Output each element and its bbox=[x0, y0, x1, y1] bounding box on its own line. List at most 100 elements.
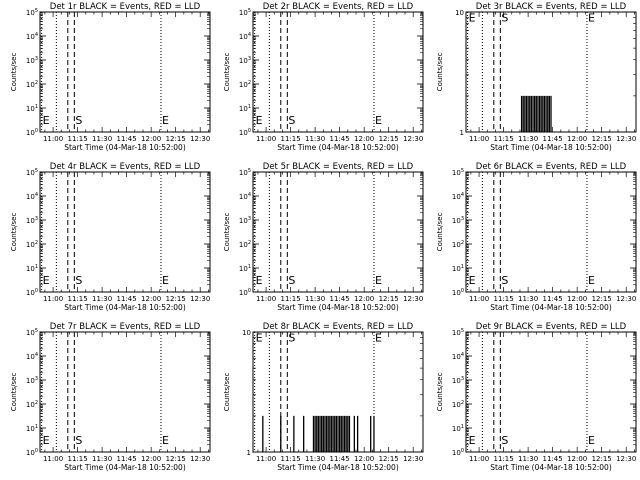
plot-area-frame bbox=[252, 171, 424, 293]
x-tick-label: 11:00 bbox=[469, 455, 489, 463]
x-tick-label: 12:00 bbox=[567, 455, 587, 463]
chart-title: Det 4r BLACK = Events, RED = LLD bbox=[50, 162, 201, 172]
x-axis-label: Start Time (04-Mar-18 10:52:00) bbox=[277, 143, 399, 152]
y-tick-exponent: 1 bbox=[35, 264, 38, 270]
x-tick-label: 11:00 bbox=[43, 295, 63, 303]
x-tick-label: 12:30 bbox=[616, 135, 636, 143]
x-tick-label: 12:00 bbox=[141, 295, 161, 303]
y-tick-label: 101 bbox=[26, 104, 38, 113]
x-tick-label: 12:30 bbox=[403, 135, 423, 143]
y-tick-label: 105 bbox=[26, 8, 38, 17]
y-tick-label: 102 bbox=[26, 400, 38, 409]
x-tick-label: 12:15 bbox=[166, 295, 186, 303]
marker-label: E bbox=[375, 331, 382, 344]
y-tick-exponent: 0 bbox=[248, 288, 251, 294]
y-tick-label: 105 bbox=[26, 168, 38, 177]
x-tick-label: 11:30 bbox=[92, 455, 112, 463]
y-tick-label: 1 bbox=[460, 129, 464, 137]
y-tick-label: 104 bbox=[26, 352, 38, 361]
marker-label: S bbox=[288, 114, 295, 127]
y-tick-label: 101 bbox=[452, 424, 464, 433]
chart-panel-7: Det 7r BLACK = Events, RED = LLD10010110… bbox=[10, 322, 211, 472]
y-tick-exponent: 4 bbox=[461, 352, 464, 358]
marker-label: E bbox=[162, 114, 169, 127]
x-tick-label: 12:30 bbox=[190, 455, 210, 463]
y-tick-exponent: 4 bbox=[248, 192, 251, 198]
x-tick-label: 11:00 bbox=[469, 135, 489, 143]
x-axis-label: Start Time (04-Mar-18 10:52:00) bbox=[64, 463, 186, 472]
marker-label: E bbox=[162, 434, 169, 447]
x-tick-label: 11:30 bbox=[92, 295, 112, 303]
y-axis-label: Counts/sec bbox=[10, 53, 18, 92]
marker-label: E bbox=[588, 434, 595, 447]
y-tick-label: 100 bbox=[452, 448, 464, 457]
y-axis-label: Counts/sec bbox=[223, 213, 231, 252]
y-axis-label: Counts/sec bbox=[10, 373, 18, 412]
x-axis-label: Start Time (04-Mar-18 10:52:00) bbox=[277, 303, 399, 312]
x-tick-label: 11:15 bbox=[68, 455, 88, 463]
x-tick-label: 11:45 bbox=[117, 135, 137, 143]
x-axis-label: Start Time (04-Mar-18 10:52:00) bbox=[490, 463, 612, 472]
x-tick-label: 12:00 bbox=[567, 295, 587, 303]
x-tick-label: 12:15 bbox=[379, 135, 399, 143]
y-tick-exponent: 4 bbox=[461, 192, 464, 198]
marker-label: E bbox=[256, 331, 263, 344]
y-tick-exponent: 0 bbox=[35, 128, 38, 134]
marker-label: S bbox=[75, 434, 82, 447]
y-tick-label: 103 bbox=[26, 216, 38, 225]
y-tick-exponent: 3 bbox=[248, 216, 251, 222]
marker-label: E bbox=[43, 274, 50, 287]
y-tick-label: 102 bbox=[26, 240, 38, 249]
y-tick-label: 1 bbox=[247, 449, 251, 457]
y-tick-exponent: 1 bbox=[248, 264, 251, 270]
marker-label: S bbox=[501, 434, 508, 447]
y-tick-exponent: 0 bbox=[35, 448, 38, 454]
y-tick-exponent: 3 bbox=[35, 376, 38, 382]
marker-label: E bbox=[43, 114, 50, 127]
y-tick-exponent: 0 bbox=[35, 288, 38, 294]
x-tick-label: 11:30 bbox=[305, 135, 325, 143]
y-tick-exponent: 4 bbox=[248, 32, 251, 38]
marker-label: S bbox=[288, 331, 295, 344]
y-tick-exponent: 4 bbox=[35, 352, 38, 358]
y-axis-label: Counts/sec bbox=[223, 53, 231, 92]
y-tick-exponent: 4 bbox=[35, 32, 38, 38]
chart-title: Det 7r BLACK = Events, RED = LLD bbox=[50, 322, 201, 332]
marker-label: E bbox=[375, 114, 382, 127]
plot-area-frame bbox=[465, 171, 637, 293]
y-tick-exponent: 1 bbox=[248, 104, 251, 110]
y-tick-exponent: 2 bbox=[248, 240, 251, 246]
y-tick-label: 100 bbox=[26, 128, 38, 137]
y-tick-label: 105 bbox=[452, 168, 464, 177]
y-tick-label: 101 bbox=[239, 264, 251, 273]
y-tick-exponent: 2 bbox=[35, 400, 38, 406]
y-tick-exponent: 0 bbox=[248, 128, 251, 134]
x-tick-label: 12:30 bbox=[190, 295, 210, 303]
y-tick-label: 101 bbox=[452, 264, 464, 273]
x-tick-label: 11:45 bbox=[330, 135, 350, 143]
x-tick-label: 12:30 bbox=[403, 455, 423, 463]
y-tick-exponent: 5 bbox=[35, 168, 38, 174]
x-tick-label: 11:45 bbox=[543, 295, 563, 303]
chart-title: Det 6r BLACK = Events, RED = LLD bbox=[476, 162, 627, 172]
marker-label: E bbox=[162, 274, 169, 287]
marker-label: E bbox=[43, 434, 50, 447]
y-tick-label: 105 bbox=[239, 168, 251, 177]
x-tick-label: 11:00 bbox=[256, 455, 276, 463]
marker-label: E bbox=[588, 274, 595, 287]
y-tick-label: 102 bbox=[26, 80, 38, 89]
y-tick-exponent: 1 bbox=[35, 424, 38, 430]
plot-area-frame bbox=[252, 11, 424, 133]
y-tick-label: 103 bbox=[452, 376, 464, 385]
x-tick-label: 12:30 bbox=[616, 455, 636, 463]
marker-label: E bbox=[588, 11, 595, 24]
chart-title: Det 5r BLACK = Events, RED = LLD bbox=[263, 162, 414, 172]
marker-label: S bbox=[75, 114, 82, 127]
x-tick-label: 12:30 bbox=[403, 295, 423, 303]
y-tick-label: 104 bbox=[239, 32, 251, 41]
chart-panel-6: Det 6r BLACK = Events, RED = LLD10010110… bbox=[436, 162, 637, 312]
y-tick-label: 10 bbox=[242, 329, 251, 337]
x-tick-label: 12:30 bbox=[190, 135, 210, 143]
marker-label: E bbox=[469, 274, 476, 287]
